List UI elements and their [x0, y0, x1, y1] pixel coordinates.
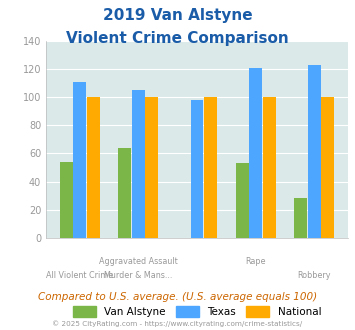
Bar [321, 97, 334, 238]
Bar [119, 148, 131, 238]
Bar [73, 82, 86, 238]
Text: Murder & Mans...: Murder & Mans... [104, 271, 173, 280]
Text: 2019 Van Alstyne: 2019 Van Alstyne [103, 8, 252, 23]
Text: Rape: Rape [245, 257, 266, 266]
Bar [60, 162, 73, 238]
Bar [146, 97, 158, 238]
Bar [249, 68, 262, 238]
Bar [308, 65, 321, 238]
Text: Robbery: Robbery [297, 271, 331, 280]
Bar [87, 97, 100, 238]
Legend: Van Alstyne, Texas, National: Van Alstyne, Texas, National [69, 302, 326, 321]
Text: © 2025 CityRating.com - https://www.cityrating.com/crime-statistics/: © 2025 CityRating.com - https://www.city… [53, 320, 302, 327]
Text: Violent Crime Comparison: Violent Crime Comparison [66, 31, 289, 46]
Bar [204, 97, 217, 238]
Bar [236, 163, 248, 238]
Bar [191, 100, 203, 238]
Bar [132, 90, 145, 238]
Text: Aggravated Assault: Aggravated Assault [99, 257, 178, 266]
Bar [294, 198, 307, 238]
Text: All Violent Crime: All Violent Crime [46, 271, 113, 280]
Bar [263, 97, 275, 238]
Text: Compared to U.S. average. (U.S. average equals 100): Compared to U.S. average. (U.S. average … [38, 292, 317, 302]
